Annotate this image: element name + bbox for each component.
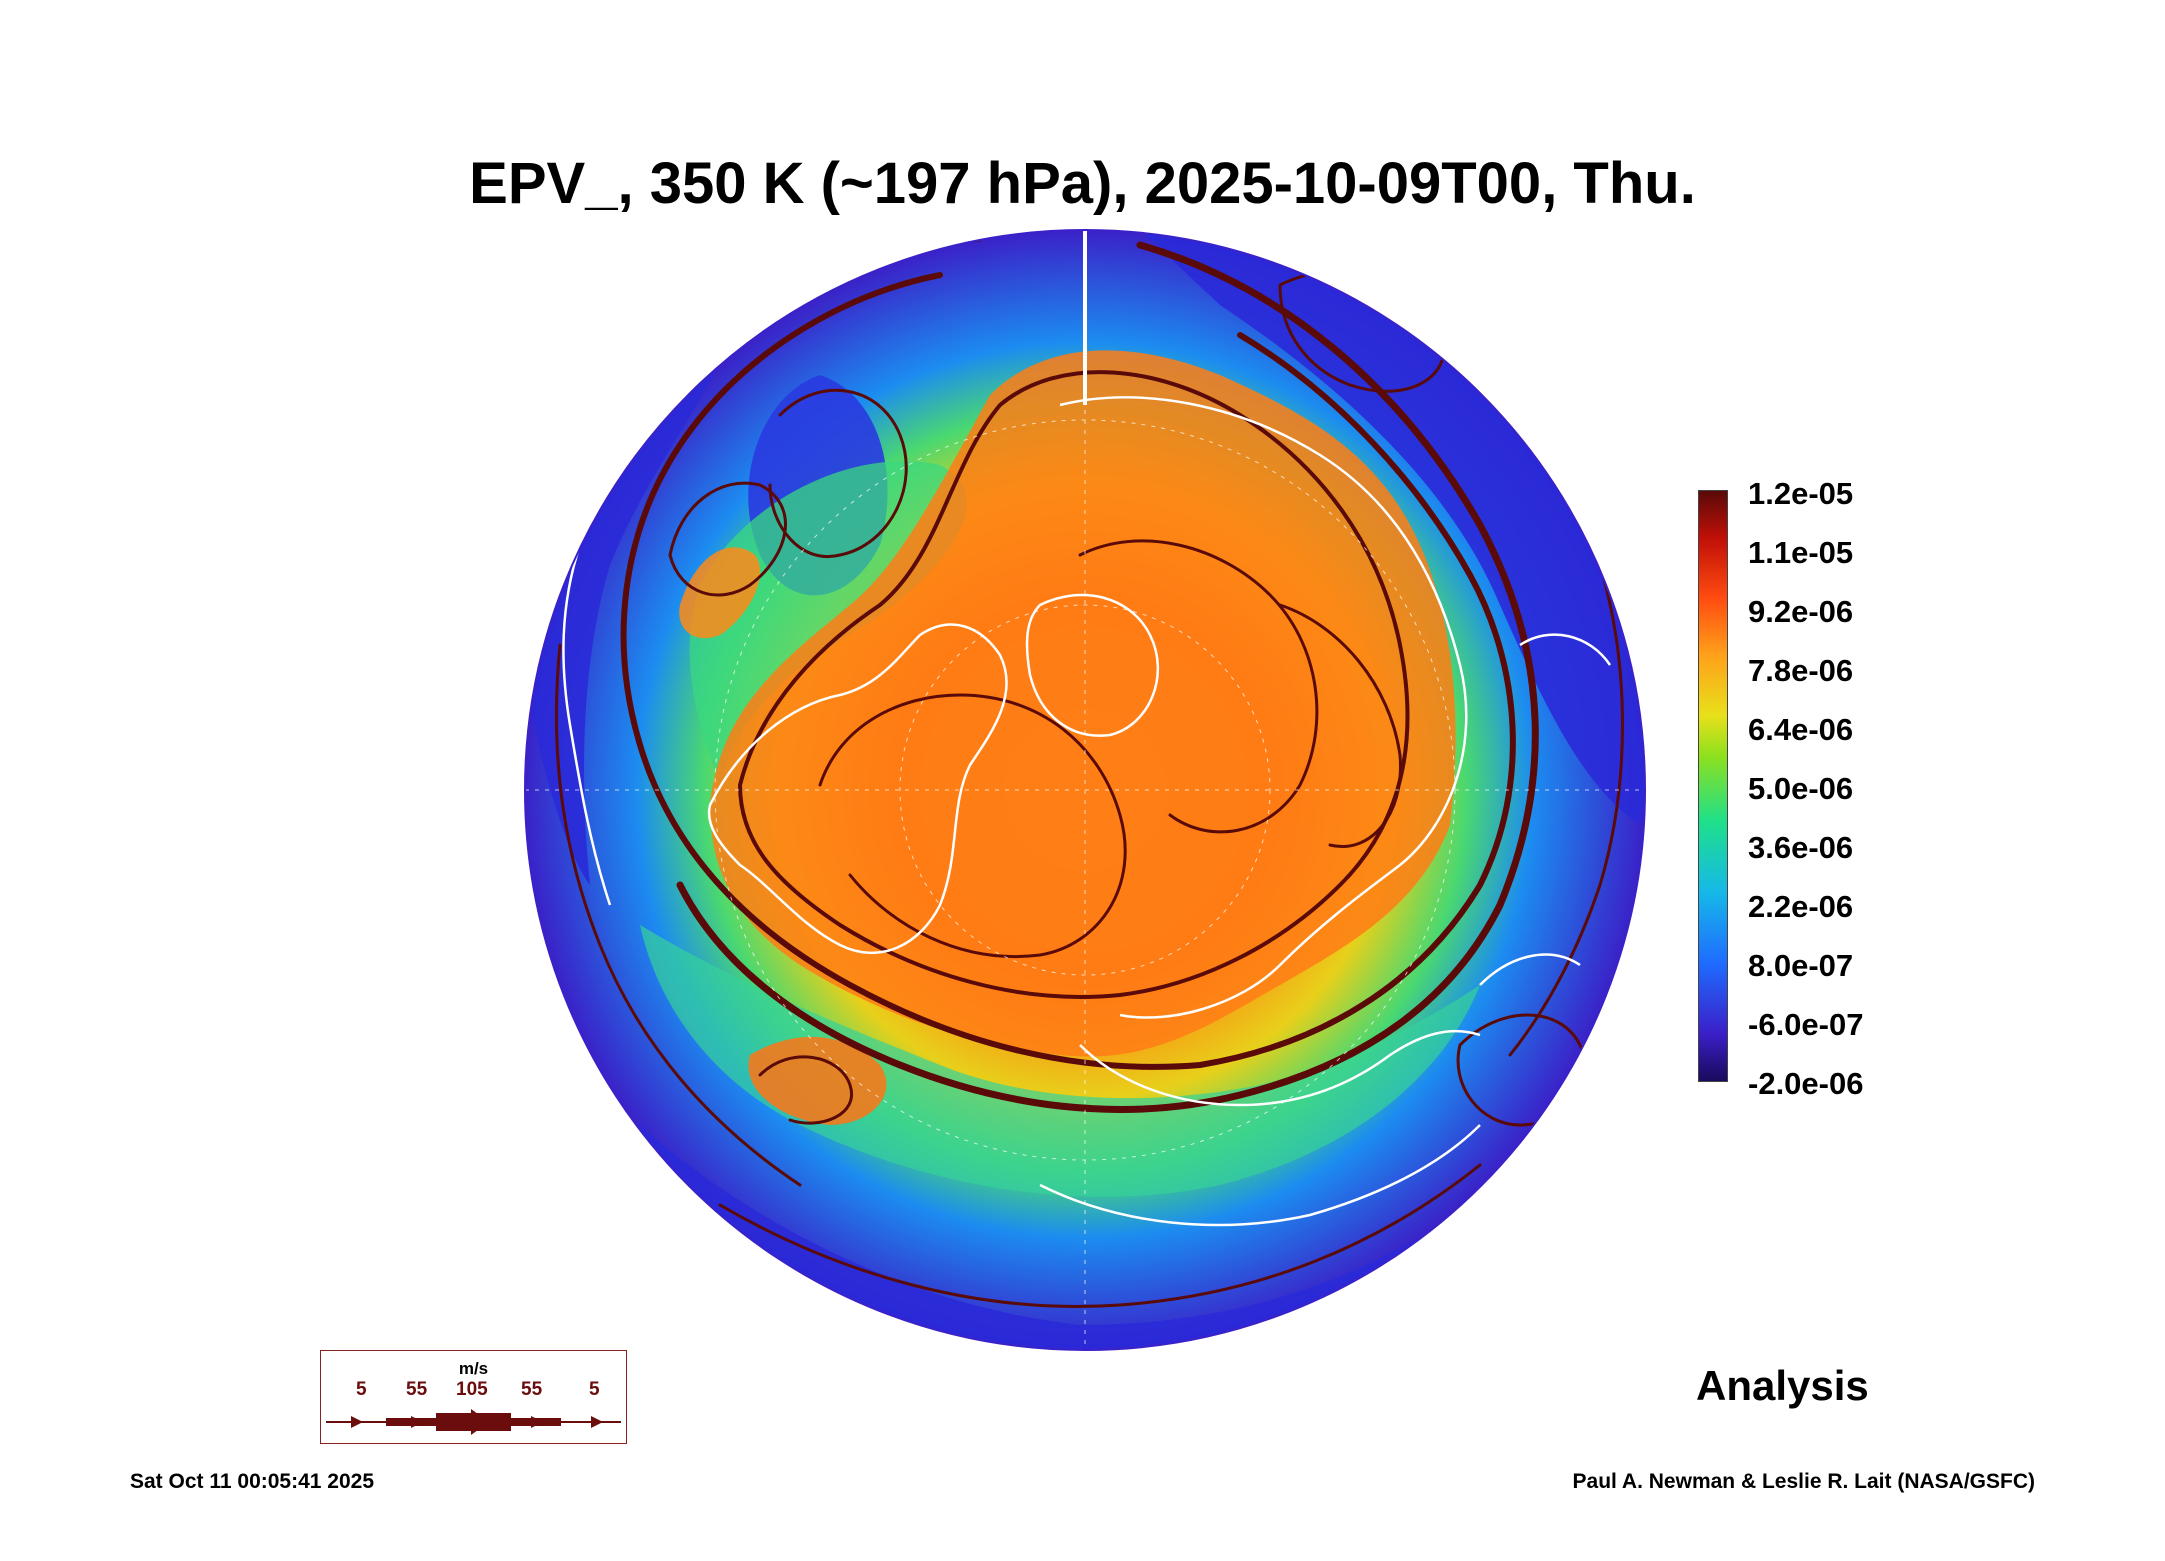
legend-speed: 55 (406, 1379, 428, 1400)
streamline-rim-south (718, 1163, 1482, 1309)
colorbar-label: 5.0e-06 (1748, 771, 1854, 806)
map-title: EPV_, 350 K (~197 hPa), 2025-10-09T00, T… (469, 151, 1696, 216)
streamline-core-3 (1278, 603, 1402, 848)
colorbar-label: 8.0e-07 (1748, 948, 1854, 983)
streamline-core-2 (1078, 539, 1319, 834)
author-credit: Paul A. Newman & Leslie R. Lait (NASA/GS… (1572, 1470, 2035, 1493)
colorbar-label: 2.2e-06 (1748, 889, 1854, 924)
analysis-label: Analysis (1696, 1362, 1869, 1409)
coastline-pacific-islands (1479, 633, 1612, 986)
legend-speed: 55 (521, 1379, 543, 1400)
jet-streamline-inner (737, 370, 1410, 999)
streamline-north-eddy (768, 388, 908, 558)
coastline-greenland (1025, 593, 1160, 737)
jet-streamline-main (676, 241, 1539, 1113)
legend-speed: 105 (456, 1379, 488, 1400)
low-pv-region-south (525, 965, 1645, 1350)
coastline-eurasia (1059, 396, 1468, 1019)
streamline-rim-west (554, 643, 802, 1187)
coastlines (562, 396, 1612, 1227)
graticule (525, 230, 1645, 1350)
wind-speed-legend: m/s 5 55 105 55 5 (320, 1350, 627, 1444)
colorbar-label: 3.6e-06 (1748, 830, 1854, 865)
colorbar-label: 6.4e-06 (1748, 712, 1854, 747)
coastline-africa (1039, 1124, 1481, 1227)
streamline-sw-eddy (758, 1055, 854, 1125)
legend-speed: 5 (589, 1379, 600, 1400)
high-pv-core (710, 350, 1456, 1057)
colorbar (1698, 490, 1728, 1082)
generated-timestamp: Sat Oct 11 00:05:41 2025 (130, 1470, 375, 1493)
polar-globe-map (524, 229, 1646, 1351)
colorbar-label: 1.2e-05 (1748, 476, 1854, 511)
colorbar-label: 7.8e-06 (1748, 653, 1854, 688)
high-pv-lobe-north (679, 547, 761, 639)
colorbar-label: -6.0e-07 (1748, 1007, 1864, 1042)
streamlines (554, 238, 1624, 1309)
streamline-core-1 (818, 693, 1127, 958)
colorbar-label: 9.2e-06 (1748, 594, 1854, 629)
globe-outline (524, 229, 1646, 1351)
legend-unit: m/s (458, 1359, 489, 1378)
coastline-europe (1079, 1029, 1481, 1107)
legend-speed: 5 (356, 1379, 367, 1400)
jet-streamline-outer (620, 272, 1516, 1070)
coastline-north-america (707, 623, 1008, 955)
mid-pv-band-south (640, 925, 1480, 1197)
colorbar-label: 1.1e-05 (1748, 535, 1854, 570)
streamline-west-eddy (668, 481, 787, 597)
legend-arrow-scale (326, 1409, 621, 1435)
coastline-west-rim (562, 544, 612, 906)
streamline-rim-east (1508, 563, 1624, 1057)
low-pv-region-east (1140, 230, 1645, 825)
colorbar-label: -2.0e-06 (1748, 1066, 1864, 1101)
